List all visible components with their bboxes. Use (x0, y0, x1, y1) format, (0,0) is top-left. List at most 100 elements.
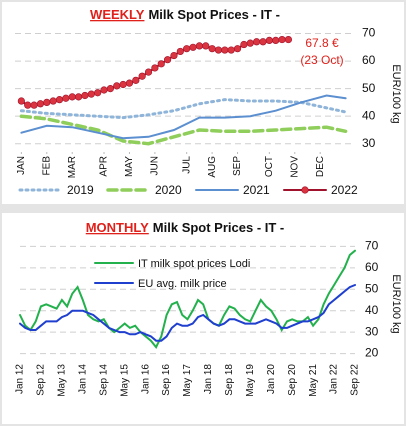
marker (125, 79, 134, 87)
chart-title: WEEKLY Milk Spot Prices - IT - (90, 7, 280, 22)
marker (132, 76, 140, 84)
panel-monthly (2, 213, 404, 424)
legend-label: 2019 (67, 183, 94, 197)
y-tick-label: 50 (365, 281, 379, 295)
marker (227, 46, 235, 54)
marker (87, 90, 95, 98)
x-tick-label: DEC (315, 156, 326, 177)
x-tick-label: Jan 14 (77, 364, 88, 394)
marker (106, 85, 114, 93)
marker (62, 94, 70, 102)
marker (157, 60, 165, 68)
marker (233, 45, 242, 53)
marker (49, 97, 57, 105)
y-tick-label: 50 (362, 81, 376, 95)
series-line (20, 94, 347, 140)
y-tick-label: 60 (365, 260, 379, 274)
marker (170, 51, 178, 60)
marker (240, 40, 248, 49)
marker (272, 36, 280, 45)
y-tick-label: 30 (365, 324, 379, 338)
x-tick-label: MAY (124, 156, 135, 177)
x-tick-label: Jan 22 (329, 364, 340, 394)
marker (94, 89, 102, 97)
marker (100, 86, 108, 94)
x-tick-label: Jan 16 (140, 364, 151, 394)
x-tick-label: APR (99, 156, 110, 177)
y-axis-label: EUR/100 kg (390, 274, 402, 333)
legend-label: IT milk spot prices Lodi (138, 258, 250, 270)
x-tick-label: May 15 (119, 364, 130, 397)
x-tick-label: SEP (232, 156, 243, 176)
title-highlight: WEEKLY (90, 7, 145, 22)
y-tick-label: 30 (362, 136, 376, 150)
marker (278, 35, 286, 44)
series-line (19, 98, 348, 120)
x-tick-label: Sep 14 (98, 364, 109, 396)
marker (164, 56, 172, 64)
marker (36, 100, 45, 108)
marker (284, 35, 293, 44)
marker (221, 46, 229, 54)
y-tick-label: 20 (365, 346, 379, 360)
marker (138, 72, 146, 80)
y-tick-label: 70 (362, 26, 376, 40)
x-tick-label: Jan 12 (15, 364, 26, 394)
chart-title: MONTHLY Milk Spot Prices - IT - (86, 220, 285, 235)
x-tick-label: JAN (16, 156, 27, 175)
x-tick-label: Sep 18 (224, 364, 235, 396)
marker (74, 93, 83, 101)
marker (30, 101, 38, 109)
marker (176, 47, 184, 56)
marker (214, 46, 223, 54)
marker (151, 64, 159, 72)
x-tick-label: Jan 20 (266, 364, 277, 394)
marker (68, 93, 76, 101)
x-tick-label: NOV (289, 156, 300, 178)
x-tick-label: OCT (264, 156, 275, 177)
y-tick-label: 70 (365, 239, 379, 253)
marker (265, 36, 273, 45)
x-tick-label: May 21 (308, 364, 319, 397)
y-tick-label: 40 (362, 108, 376, 122)
legend-label: 2020 (155, 183, 182, 197)
marker (246, 39, 254, 47)
marker (113, 82, 121, 90)
x-tick-label: AUG (207, 156, 218, 178)
marker (144, 68, 153, 76)
marker (43, 98, 51, 106)
marker (253, 38, 261, 46)
marker (17, 97, 25, 105)
x-tick-label: MAR (67, 156, 78, 178)
title-highlight: MONTHLY (86, 220, 149, 235)
x-tick-label: FEB (41, 156, 52, 176)
series-line (19, 249, 356, 349)
x-tick-label: Sep 12 (36, 364, 47, 396)
x-tick-label: Sep 16 (161, 364, 172, 396)
x-tick-label: May 17 (182, 364, 193, 397)
x-tick-label: JUN (150, 156, 161, 175)
series-line (19, 114, 348, 146)
title-text: Milk Spot Prices - IT - (153, 220, 284, 235)
x-tick-label: Sep 22 (350, 364, 361, 396)
x-tick-label: Jan 18 (203, 364, 214, 394)
marker (119, 80, 127, 89)
legend-label: EU avg. milk price (138, 278, 227, 290)
marker (55, 96, 64, 104)
marker (195, 42, 203, 50)
legend-label: 2021 (243, 183, 270, 197)
marker (81, 91, 89, 100)
marker (189, 43, 197, 51)
legend-marker (301, 186, 309, 194)
x-tick-label: May 13 (57, 364, 68, 397)
annotation: (23 Oct) (300, 53, 343, 67)
marker (183, 45, 191, 53)
series-line (19, 284, 356, 342)
x-tick-label: May 19 (245, 364, 256, 397)
x-tick-label: JUL (181, 156, 192, 174)
y-axis-label: EUR/100 kg (390, 64, 402, 123)
y-tick-label: 60 (362, 53, 376, 67)
marker (208, 45, 216, 53)
